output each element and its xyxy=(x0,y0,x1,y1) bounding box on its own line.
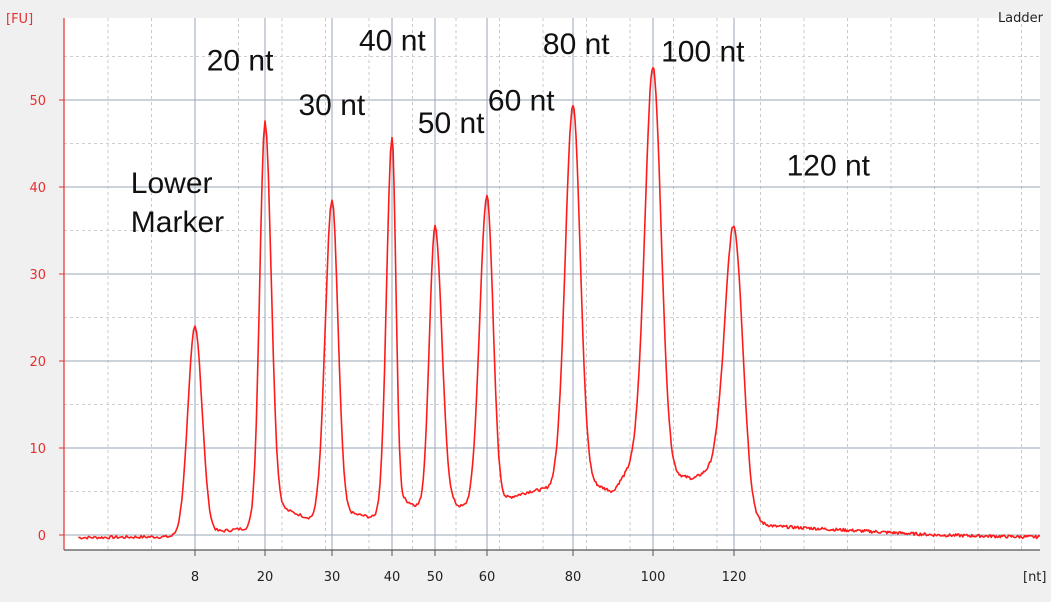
x-tick-label: 100 xyxy=(641,570,666,585)
peak-annotation: 100 nt xyxy=(661,36,745,69)
x-tick-label: 30 xyxy=(324,570,341,585)
y-axis-label: [FU] xyxy=(6,12,33,27)
peak-annotation: Marker xyxy=(131,206,224,239)
x-axis-label: [nt] xyxy=(1023,570,1046,585)
peak-annotation: Lower xyxy=(131,167,213,200)
x-tick-label: 20 xyxy=(257,570,274,585)
peak-annotation: 20 nt xyxy=(207,44,274,77)
peak-annotation: 120 nt xyxy=(787,150,871,183)
x-tick-label: 120 xyxy=(722,570,747,585)
x-tick-label: 50 xyxy=(427,570,444,585)
y-tick-label: 0 xyxy=(38,529,46,544)
peak-annotation: 60 nt xyxy=(488,84,555,117)
peak-annotation: 50 nt xyxy=(418,107,485,140)
peak-annotation: 80 nt xyxy=(543,28,610,61)
y-tick-label: 10 xyxy=(29,442,46,457)
x-tick-label: 80 xyxy=(565,570,582,585)
x-tick-label: 40 xyxy=(384,570,401,585)
chart-title: Ladder xyxy=(998,11,1044,26)
y-tick-label: 40 xyxy=(29,181,46,196)
y-tick-label: 30 xyxy=(29,268,46,283)
y-tick-label: 50 xyxy=(29,94,46,109)
grid-lines xyxy=(64,18,1040,550)
y-tick-label: 20 xyxy=(29,355,46,370)
x-tick-label: 8 xyxy=(191,570,199,585)
peak-annotation: 30 nt xyxy=(299,89,366,122)
peak-annotation: 40 nt xyxy=(359,24,426,57)
axes: 0 10 20 30 40 50 8 20 30 40 50 60 80 100 120 xyxy=(29,18,1040,585)
plot-background xyxy=(64,18,1040,550)
x-tick-label: 60 xyxy=(479,570,496,585)
series-layer xyxy=(78,66,1041,540)
series-line-ladder xyxy=(78,66,1041,540)
